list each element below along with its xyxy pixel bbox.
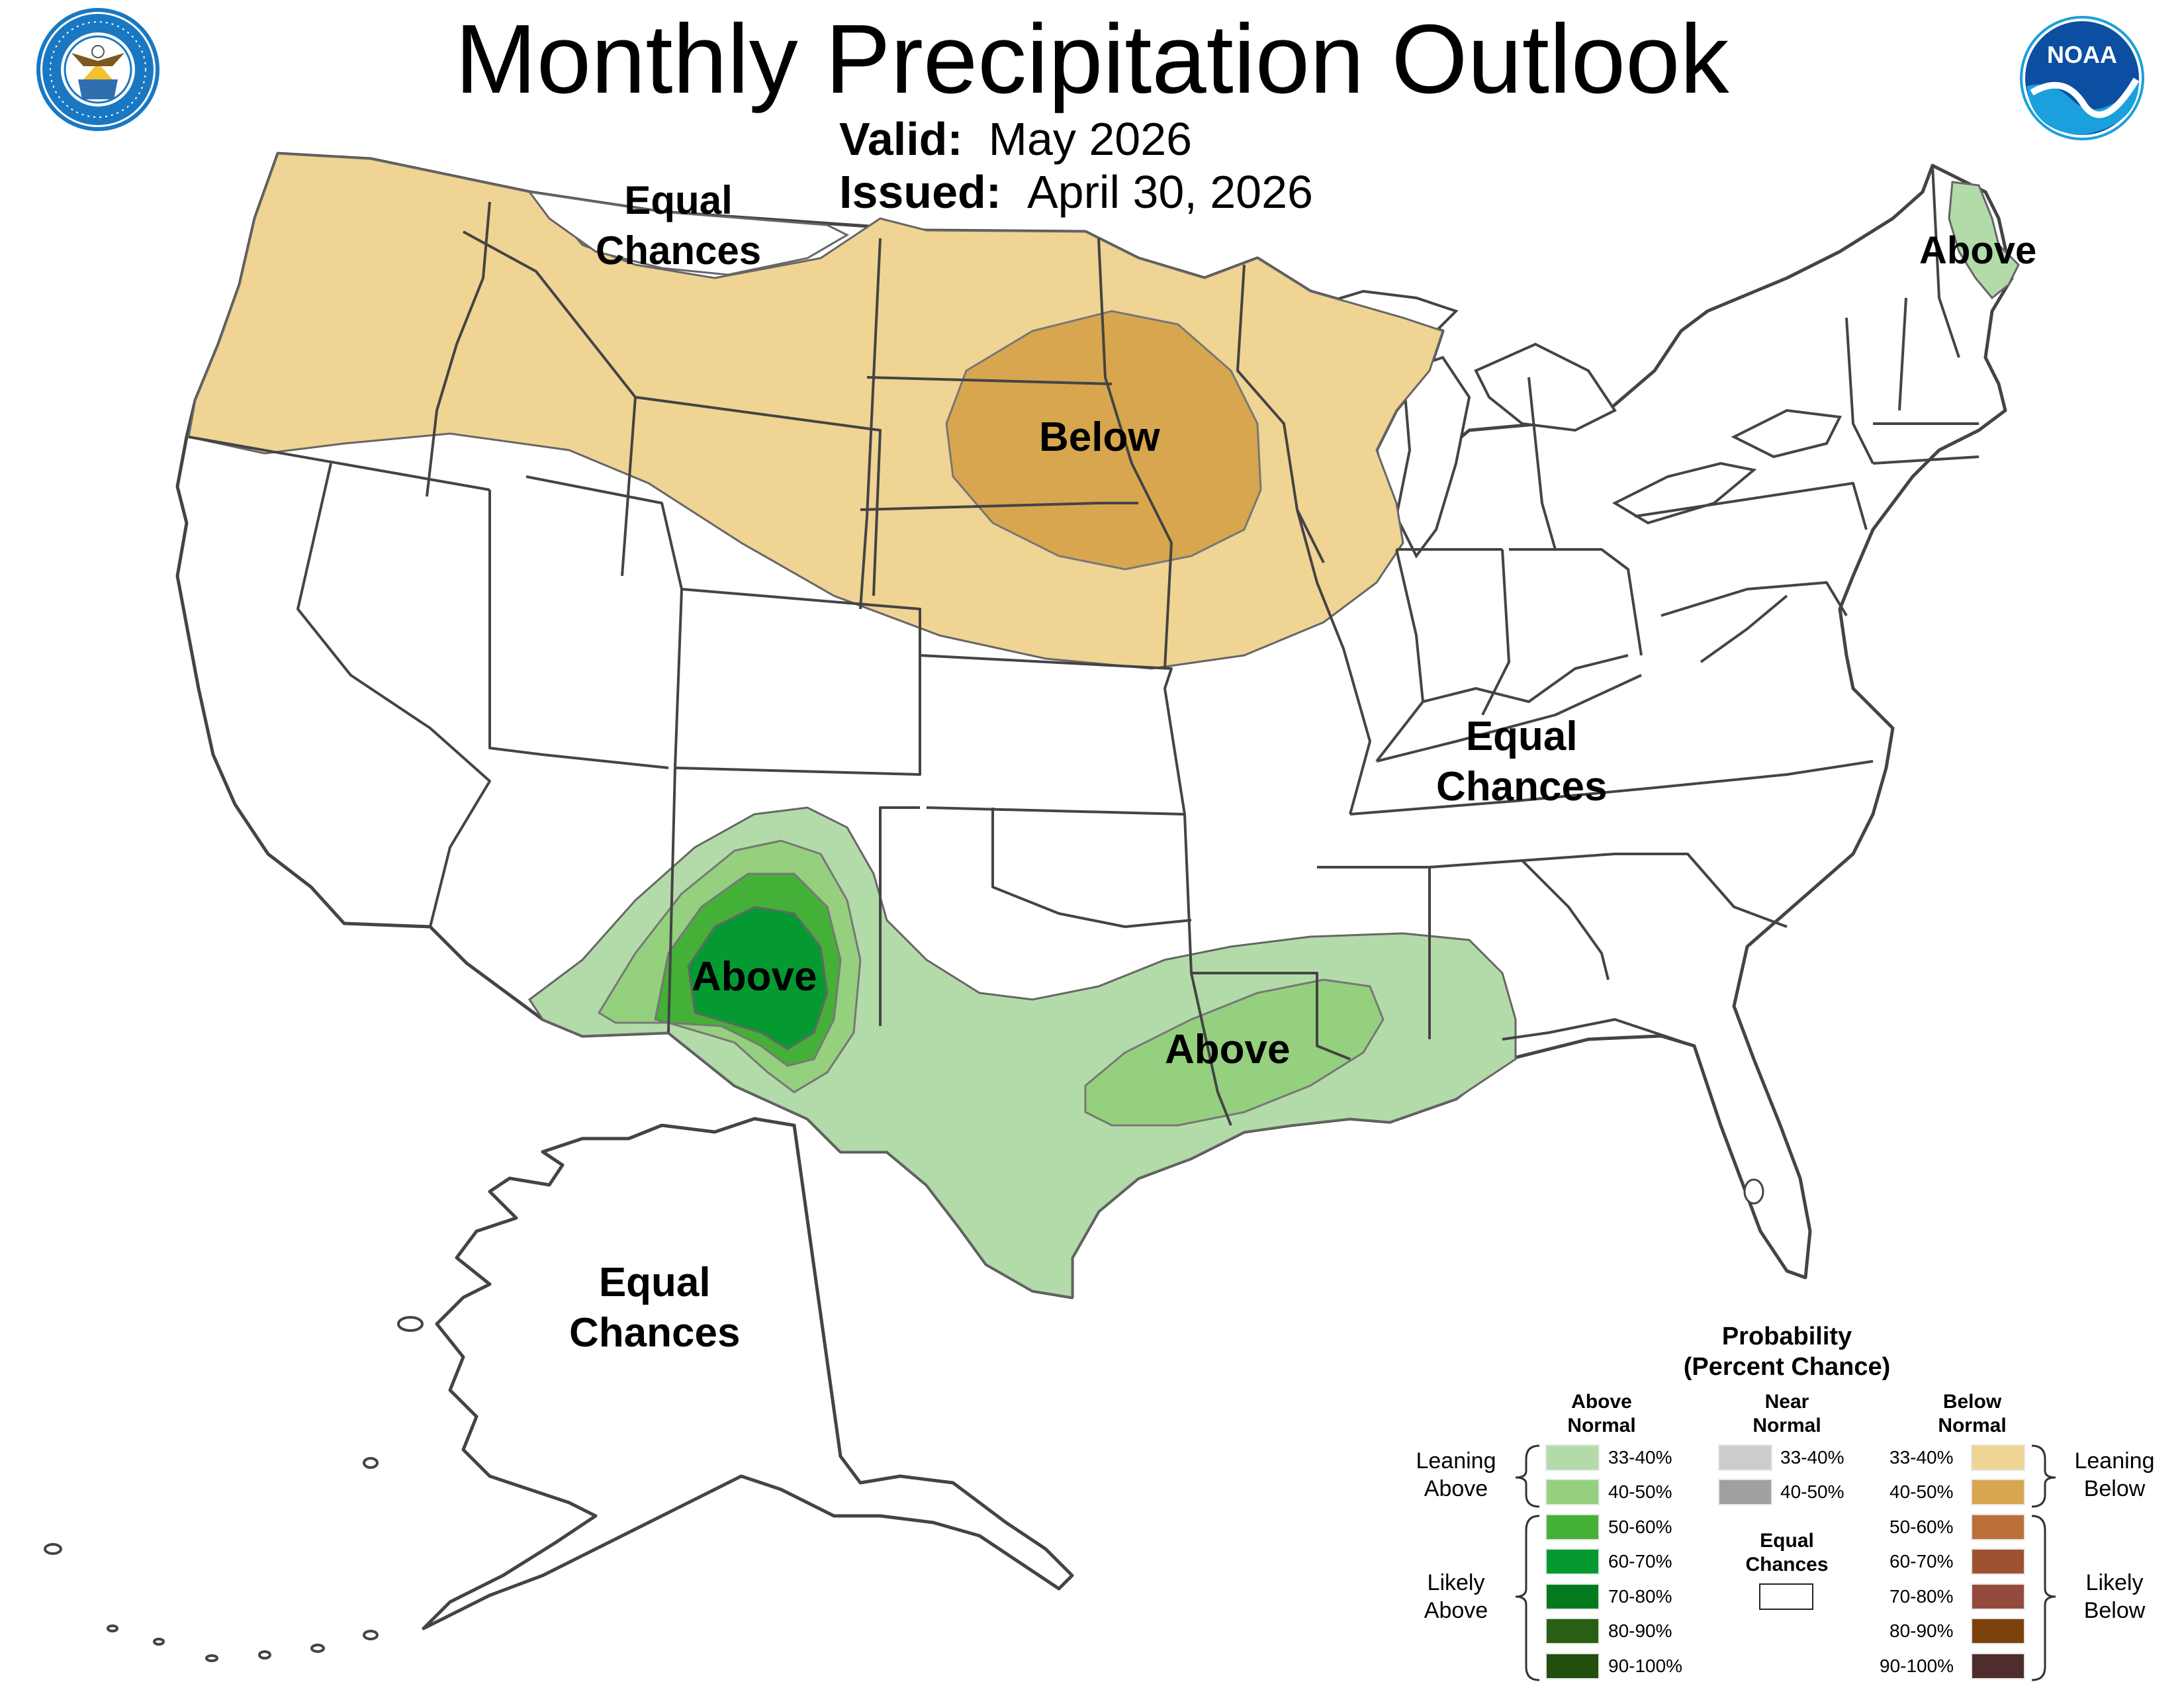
leaning-below-line1: Leaning	[2074, 1448, 2155, 1474]
below-pct-70-80: 70-80%	[1889, 1586, 1954, 1607]
below-pct-60-70: 60-70%	[1889, 1551, 1954, 1571]
leaning-above-line1: Leaning	[1416, 1448, 1496, 1474]
near-pct-33-40: 33-40%	[1780, 1447, 1844, 1468]
below-pct-40-50: 40-50%	[1889, 1481, 1954, 1502]
east-ec-line1: Equal	[1465, 714, 1578, 759]
nw-ec-line2: Chances	[596, 228, 762, 273]
below-pct-50-60: 50-60%	[1889, 1517, 1954, 1537]
above-pct-90-100: 90-100%	[1608, 1656, 1683, 1676]
valid-value: May 2026	[988, 113, 1193, 165]
below-head-line1: Below	[1942, 1391, 2002, 1413]
above-head-line2: Normal	[1567, 1415, 1636, 1436]
legend-above-header: Above Normal	[1535, 1390, 1668, 1438]
northwest-equal-chances-label: Equal Chances	[596, 175, 761, 276]
swatch-above-90-100	[1545, 1653, 1600, 1679]
gulf-coast-above-label: Above	[1165, 1027, 1291, 1072]
swatch-above-70-80	[1545, 1583, 1600, 1610]
swatch-near-40-50	[1718, 1479, 1772, 1505]
valid-label: Valid:	[839, 113, 963, 165]
issued-value: April 30, 2026	[1026, 166, 1313, 218]
swatch-above-50-60	[1545, 1514, 1600, 1540]
nw-ec-line1: Equal	[624, 178, 733, 222]
lake-okeechobee	[1743, 1178, 1764, 1205]
legend-title: Probability (Percent Chance)	[1641, 1321, 1933, 1382]
swatch-below-50-60	[1971, 1514, 2025, 1540]
swatch-below-33-40	[1971, 1444, 2025, 1471]
ak-ec-line2: Chances	[569, 1310, 741, 1356]
swatch-above-40-50	[1545, 1479, 1600, 1505]
state-boundaries	[188, 165, 1979, 1126]
swatch-below-40-50	[1971, 1479, 2025, 1505]
northern-plains-below-label: Below	[1039, 414, 1160, 460]
near-head-line2: Normal	[1752, 1415, 1821, 1436]
alaska-outline	[422, 1117, 1074, 1630]
above-pct-60-70: 60-70%	[1608, 1551, 1672, 1571]
swatch-above-80-90	[1545, 1618, 1600, 1644]
legend-near-header: Near Normal	[1721, 1390, 1853, 1438]
likely-below-line1: Likely	[2085, 1570, 2144, 1595]
issued-label: Issued:	[839, 166, 1002, 218]
likely-above-line1: Likely	[1427, 1570, 1485, 1595]
east-ec-line2: Chances	[1436, 764, 1608, 810]
east-equal-chances-label: Equal Chances	[1436, 712, 1607, 812]
below-pct-33-40: 33-40%	[1889, 1447, 1954, 1468]
swatch-above-60-70	[1545, 1548, 1600, 1575]
ak-ec-line1: Equal	[598, 1260, 711, 1305]
commerce-seal-logo	[36, 8, 159, 131]
maine-above-label: Above	[1919, 229, 2037, 272]
swatch-equal-chances	[1759, 1583, 1813, 1610]
likely-below-label: Likely Below	[2065, 1569, 2164, 1624]
aleutian-islands	[44, 1316, 424, 1662]
above-60-70-region	[687, 906, 829, 1051]
above-pct-70-80: 70-80%	[1608, 1586, 1672, 1607]
noaa-logo: NOAA	[2020, 16, 2144, 140]
above-head-line1: Above	[1571, 1391, 1632, 1413]
below-pct-90-100: 90-100%	[1880, 1656, 1954, 1676]
below-head-line2: Normal	[1938, 1415, 2007, 1436]
alaska-equal-chances-label: Equal Chances	[569, 1258, 740, 1358]
map-title: Monthly Precipitation Outlook	[455, 5, 1729, 114]
ec-head-line2: Chances	[1745, 1554, 1829, 1575]
leaning-above-label: Leaning Above	[1410, 1447, 1502, 1503]
near-head-line1: Near	[1764, 1391, 1809, 1413]
southwest-above-label: Above	[692, 954, 817, 1000]
swatch-above-33-40	[1545, 1444, 1600, 1471]
swatch-below-60-70	[1971, 1548, 2025, 1575]
issued-line: Issued: April 30, 2026	[839, 165, 1313, 218]
swatch-near-33-40	[1718, 1444, 1772, 1471]
legend-title-line1: Probability	[1721, 1323, 1852, 1350]
swatch-below-80-90	[1971, 1618, 2025, 1644]
swatch-below-90-100	[1971, 1653, 2025, 1679]
likely-above-label: Likely Above	[1410, 1569, 1502, 1624]
noaa-logo-text: NOAA	[2047, 41, 2117, 68]
above-pct-33-40: 33-40%	[1608, 1447, 1672, 1468]
valid-line: Valid: May 2026	[839, 113, 1192, 165]
leaning-below-label: Leaning Below	[2065, 1447, 2164, 1503]
above-pct-40-50: 40-50%	[1608, 1481, 1672, 1502]
leaning-below-line2: Below	[2083, 1476, 2146, 1501]
legend-below-header: Below Normal	[1906, 1390, 2038, 1438]
above-pct-50-60: 50-60%	[1608, 1517, 1672, 1537]
nw-equal-chances-pocket	[527, 190, 850, 276]
near-pct-40-50: 40-50%	[1780, 1481, 1844, 1502]
likely-above-line2: Above	[1424, 1598, 1488, 1623]
swatch-below-70-80	[1971, 1583, 2025, 1610]
legend-title-line2: (Percent Chance)	[1683, 1353, 1891, 1381]
ec-head-line1: Equal	[1760, 1530, 1814, 1552]
above-pct-80-90: 80-90%	[1608, 1620, 1672, 1641]
legend-equal-chances-header: Equal Chances	[1721, 1529, 1853, 1577]
likely-below-line2: Below	[2083, 1598, 2146, 1623]
above-40-50-gulf-region	[1084, 978, 1385, 1127]
above-maine-region	[1948, 181, 2020, 300]
leaning-above-line2: Above	[1424, 1476, 1488, 1501]
below-pct-80-90: 80-90%	[1889, 1620, 1954, 1641]
